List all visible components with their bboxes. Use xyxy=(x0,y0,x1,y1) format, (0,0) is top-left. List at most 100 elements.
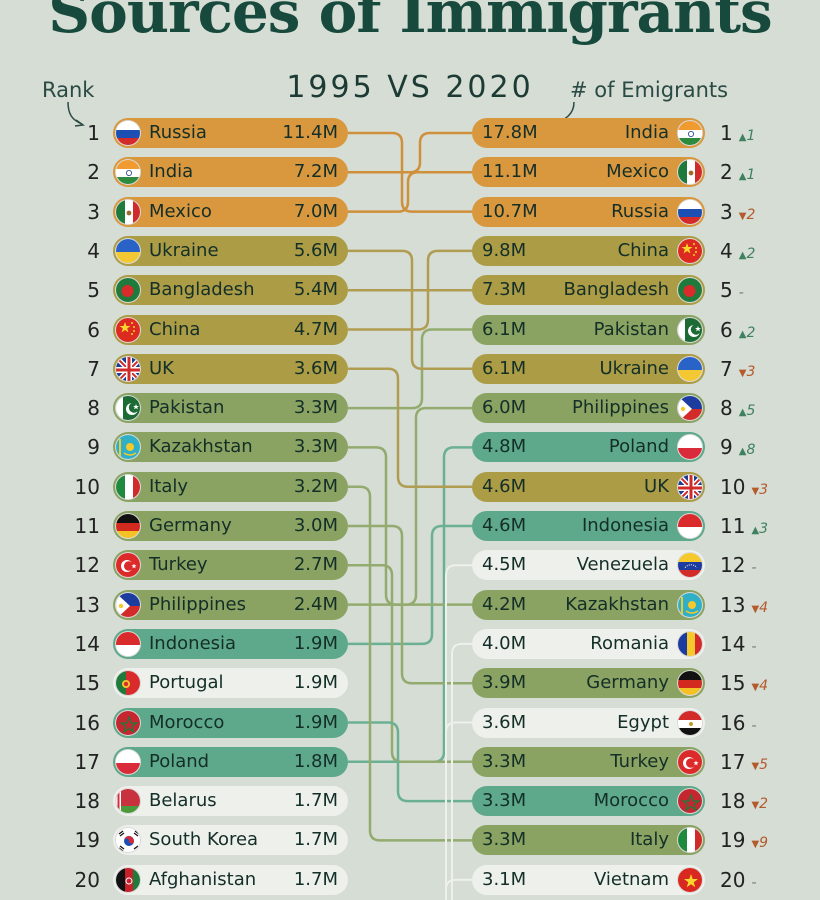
bar-2020-bangladesh: 7.3M Bangladesh xyxy=(472,275,705,306)
rank-change-up: ▲2 xyxy=(739,325,756,341)
poland-flag-icon xyxy=(677,434,703,461)
rank-change-same: - xyxy=(751,718,756,734)
country-name: Turkey xyxy=(610,750,669,772)
emigrants-value: 5.6M xyxy=(293,239,338,261)
rank-with-change: 7 ▼3 xyxy=(720,357,755,381)
rank-with-change: 11 ▲3 xyxy=(720,514,768,538)
down-triangle-icon: ▼ xyxy=(751,839,760,851)
rank-number: 8 xyxy=(720,396,733,421)
bar-2020-egypt: 3.6M Egypt xyxy=(472,707,705,738)
rank-with-change: 4 ▲2 xyxy=(720,239,755,263)
country-name: Bangladesh xyxy=(563,279,669,301)
page-title: Sources of Immigrants xyxy=(48,0,772,46)
rank-number: 12 xyxy=(74,553,100,578)
rank-number: 19 xyxy=(74,828,100,853)
bar-1995-germany: Germany 3.0M xyxy=(113,511,348,541)
rank-with-change: 8 ▲5 xyxy=(720,396,755,420)
rank-change-value: 2 xyxy=(746,324,756,341)
afghanistan-flag-icon xyxy=(115,866,141,893)
bar-2020-pakistan: 6.1M Pakistan xyxy=(472,314,705,345)
country-name: Vietnam xyxy=(593,868,669,890)
bar-2020-india: 17.8M India xyxy=(472,118,705,148)
rank-with-change: 19 ▼9 xyxy=(720,828,768,852)
bar-1995-pakistan: Pakistan 3.3M xyxy=(113,393,348,424)
bar-1995-afghanistan: Afghanistan 1.7M xyxy=(113,864,348,895)
rank-change-up: ▲1 xyxy=(739,128,756,144)
country-name: UK xyxy=(644,475,669,497)
up-triangle-icon: ▲ xyxy=(738,328,747,340)
italy-flag-icon xyxy=(115,473,141,500)
down-triangle-icon: ▼ xyxy=(751,760,760,772)
rank-change-value: 1 xyxy=(746,167,756,184)
country-name: India xyxy=(624,122,669,143)
rank-number: 14 xyxy=(74,631,100,656)
down-triangle-icon: ▼ xyxy=(751,603,760,615)
emigrants-value: 3.6M xyxy=(293,357,338,379)
emigrants-value: 4.2M xyxy=(482,593,527,615)
connector-indonesia xyxy=(348,524,472,646)
country-name: Morocco xyxy=(149,711,225,733)
rank-number: 16 xyxy=(74,710,100,735)
rank-number: 5 xyxy=(720,278,733,303)
country-name: Pakistan xyxy=(149,397,225,419)
rank-with-change: 14- xyxy=(720,632,757,656)
emigrants-value: 1.8M xyxy=(293,750,338,772)
rank-change-down: ▼4 xyxy=(751,678,768,694)
country-name: Germany xyxy=(149,515,232,536)
country-name: Italy xyxy=(629,829,669,851)
rank-change-value: 2 xyxy=(746,206,756,223)
rank-change-down: ▼2 xyxy=(751,796,768,812)
rank-change-value: 5 xyxy=(759,756,769,773)
country-name: Portugal xyxy=(149,672,224,694)
up-triangle-icon: ▲ xyxy=(751,525,760,536)
country-name: Poland xyxy=(149,750,210,772)
bar-2020-poland: 4.8M Poland xyxy=(472,432,705,463)
connector-venezuela xyxy=(445,564,472,900)
emigrants-value: 4.6M xyxy=(482,475,527,497)
bar-1995-kazakhstan: Kazakhstan 3.3M xyxy=(113,432,348,463)
rank-column-label: Rank xyxy=(42,78,95,102)
rank-change-value: 3 xyxy=(759,521,769,537)
connector-vietnam xyxy=(445,878,472,900)
emigrants-value: 11.4M xyxy=(282,122,338,143)
bar-1995-turkey: Turkey 2.7M xyxy=(113,550,348,581)
rank-change-same: - xyxy=(751,875,756,891)
bar-2020-kazakhstan: 4.2M Kazakhstan xyxy=(472,589,705,620)
connector-mexico xyxy=(348,171,472,213)
country-name: Indonesia xyxy=(149,632,237,654)
emigrants-value: 17.8M xyxy=(482,122,538,143)
rank-with-change: 2 ▲1 xyxy=(720,160,755,184)
india-flag-icon xyxy=(677,120,703,146)
rank-number: 9 xyxy=(87,435,100,460)
rank-change-value: 3 xyxy=(759,481,769,498)
rank-number: 10 xyxy=(74,474,100,499)
rank-change-down: ▼9 xyxy=(751,835,768,851)
rank-change-value: - xyxy=(751,717,757,734)
indonesia-flag-icon xyxy=(677,513,703,539)
emigrants-value: 4.0M xyxy=(482,632,527,654)
rank-change-value: - xyxy=(751,638,757,655)
emigrants-value: 9.8M xyxy=(482,239,527,261)
bar-2020-germany: 3.9M Germany xyxy=(472,668,705,699)
country-name: Kazakhstan xyxy=(565,593,669,615)
down-triangle-icon: ▼ xyxy=(738,367,747,379)
rank-change-same: - xyxy=(739,285,744,301)
country-name: Philippines xyxy=(149,593,246,615)
bar-2020-mexico: 11.1M Mexico xyxy=(472,157,705,188)
bangladesh-flag-icon xyxy=(115,277,141,304)
ukraine-flag-icon xyxy=(115,237,141,264)
bar-1995-ukraine: Ukraine 5.6M xyxy=(113,235,348,266)
up-triangle-icon: ▲ xyxy=(738,249,747,261)
country-name: Pakistan xyxy=(593,318,669,340)
bar-1995-portugal: Portugal 1.9M xyxy=(113,668,348,699)
russia-flag-icon xyxy=(115,120,141,146)
country-name: India xyxy=(149,161,194,183)
germany-flag-icon xyxy=(677,670,703,697)
country-name: Ukraine xyxy=(599,357,669,379)
rank-number: 17 xyxy=(74,749,100,774)
germany-flag-icon xyxy=(115,513,141,539)
country-name: Kazakhstan xyxy=(149,436,253,458)
turkey-flag-icon xyxy=(115,552,141,579)
pakistan-flag-icon xyxy=(677,316,703,343)
rank-change-down: ▼5 xyxy=(751,757,768,773)
